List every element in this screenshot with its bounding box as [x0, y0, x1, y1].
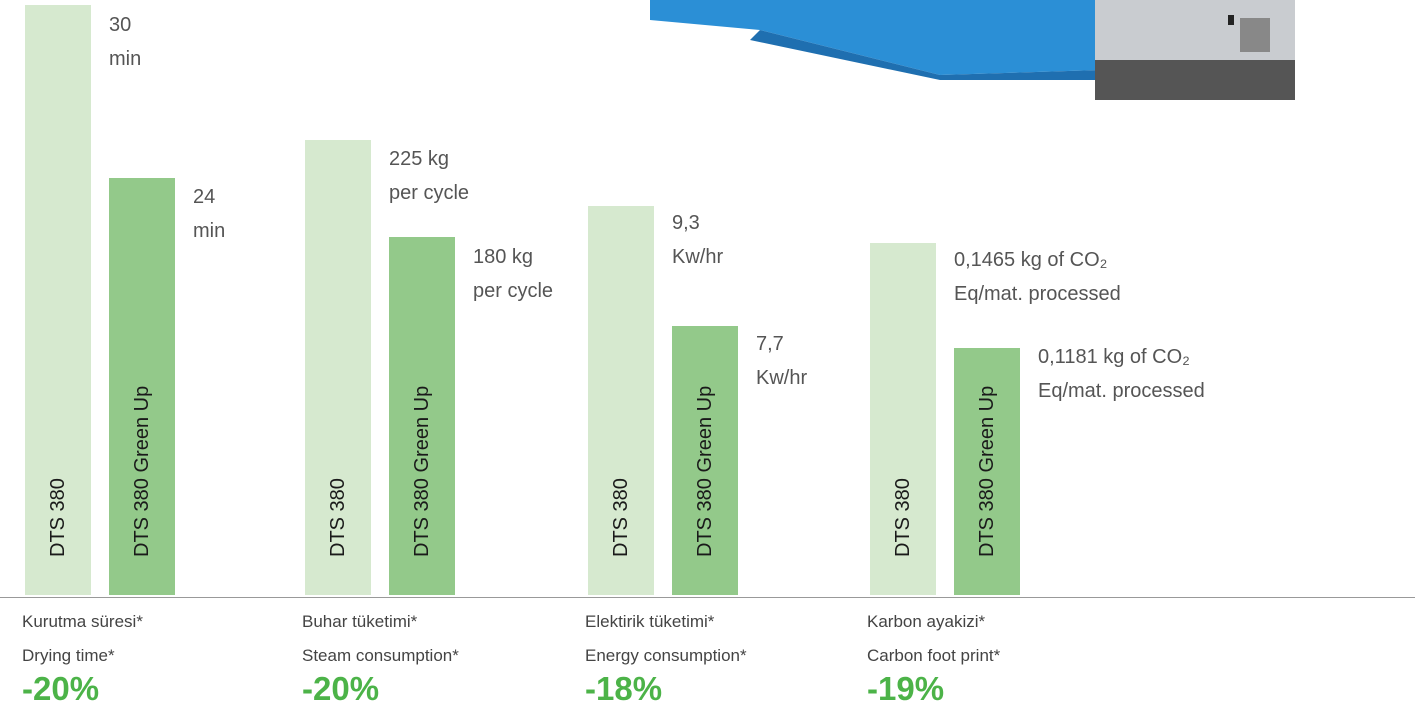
value-line: 0,1181 kg of CO₂: [1038, 346, 1190, 368]
value-line: Kw/hr: [672, 246, 724, 268]
value-line: 7,7: [756, 333, 784, 355]
bar: DTS 380: [25, 5, 91, 595]
bar-label: DTS 380 Green Up: [411, 385, 433, 557]
value-line: per cycle: [389, 182, 470, 204]
value-label: 9,3 Kw/hr: [672, 206, 723, 274]
value-line: Eq/mat. processed: [954, 283, 1121, 305]
caption-en: Energy consumption*: [585, 646, 747, 665]
bar: DTS 380 Green Up: [954, 348, 1020, 595]
value-line: min: [109, 48, 142, 70]
bar-label: DTS 380: [47, 478, 69, 557]
bar-label: DTS 380 Green Up: [694, 385, 716, 557]
bar-label: DTS 380 Green Up: [976, 385, 998, 557]
value-line: 0,1465 kg of CO₂: [954, 249, 1108, 271]
value-line: 9,3: [672, 212, 700, 234]
bar: DTS 380: [870, 243, 936, 595]
value-label: 0,1465 kg of CO₂ Eq/mat. processed: [954, 243, 1121, 311]
value-label: 0,1181 kg of CO₂ Eq/mat. processed: [1038, 340, 1205, 408]
bar: DTS 380: [588, 206, 654, 595]
change: -20%: [302, 670, 380, 707]
bar-label: DTS 380: [327, 478, 349, 557]
value-line: Eq/mat. processed: [1038, 380, 1205, 402]
value-line: Kw/hr: [756, 367, 808, 389]
caption-en: Steam consumption*: [302, 646, 459, 665]
bar: DTS 380 Green Up: [109, 178, 175, 595]
caption-tr: Elektirik tüketimi*: [585, 612, 715, 631]
value-label: 225 kg per cycle: [389, 142, 469, 210]
value-label: 180 kg per cycle: [473, 240, 553, 308]
value-line: min: [193, 220, 226, 242]
caption-tr: Kurutma süresi*: [22, 612, 143, 631]
value-label: 24 min: [193, 180, 225, 248]
caption-tr: Karbon ayakizi*: [867, 612, 986, 631]
value-line: per cycle: [473, 280, 554, 302]
caption-tr: Buhar tüketimi*: [302, 612, 418, 631]
change: -19%: [867, 670, 945, 707]
value-line: 180 kg: [473, 246, 534, 268]
caption-en: Carbon foot print*: [867, 646, 1001, 665]
value-line: 24: [193, 186, 216, 208]
bar: DTS 380: [305, 140, 371, 595]
value-label: 30 min: [109, 8, 141, 76]
value-line: 225 kg: [389, 148, 450, 170]
baseline: [0, 597, 1415, 598]
value-label: 7,7 Kw/hr: [756, 327, 807, 395]
caption-en: Drying time*: [22, 646, 115, 665]
bar-label: DTS 380 Green Up: [131, 385, 153, 557]
bar-label: DTS 380: [892, 478, 914, 557]
bar-label: DTS 380: [610, 478, 632, 557]
value-line: 30: [109, 14, 132, 36]
machine-image: [650, 0, 1295, 100]
bar: DTS 380 Green Up: [389, 237, 455, 595]
bar: DTS 380 Green Up: [672, 326, 738, 595]
change: -20%: [22, 670, 100, 707]
change: -18%: [585, 670, 663, 707]
